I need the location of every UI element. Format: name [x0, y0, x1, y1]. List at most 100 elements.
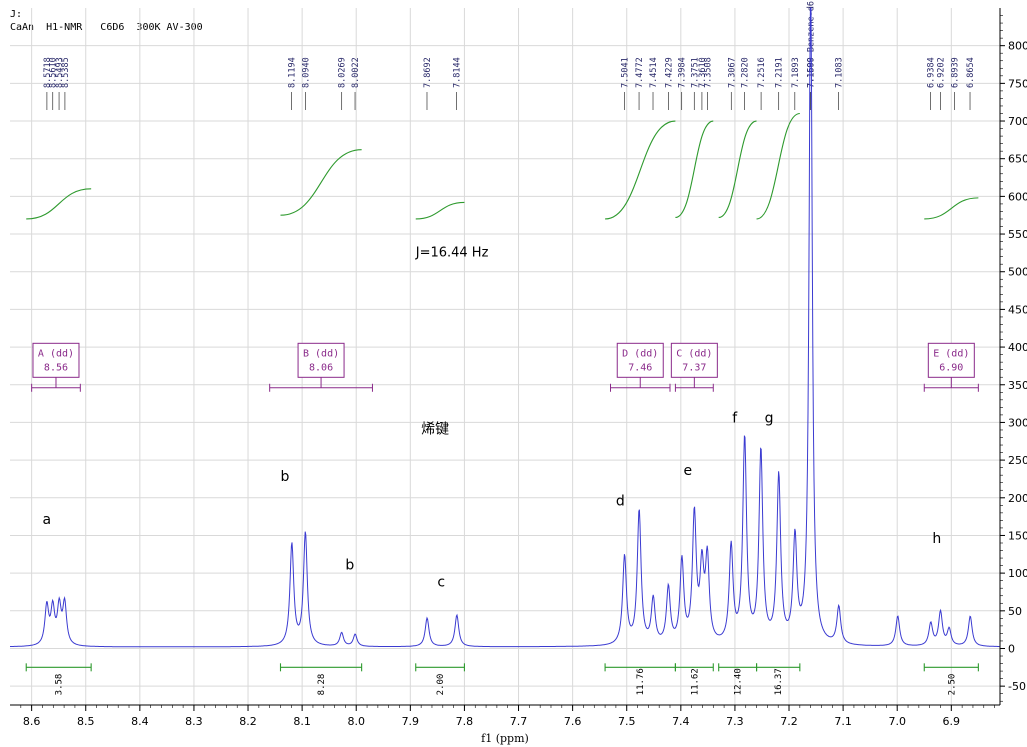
integral-value: 3.58 [55, 674, 65, 696]
spectrum-trace [10, 7, 1000, 648]
multiplet-box [297, 342, 345, 378]
y-tick-label: 550 [1008, 228, 1027, 241]
x-tick-label: 8.6 [23, 715, 41, 728]
integral-curve [675, 120, 714, 219]
peak-label: 7.1893 [791, 57, 801, 88]
annotation-text: J=16.44 Hz [415, 246, 489, 261]
y-tick-label: 750 [1008, 77, 1027, 90]
annotation-text: b [345, 557, 354, 573]
y-tick-label: 600 [1008, 190, 1027, 203]
y-tick-label: 700 [1008, 115, 1027, 128]
x-axis-label: f1 (ppm) [481, 732, 529, 745]
multiplet-box [927, 342, 975, 378]
peak-label: 7.2191 [775, 57, 785, 88]
x-tick-label: 8.2 [239, 715, 257, 728]
peak-label: 7.3067 [727, 57, 737, 88]
peak-label: 7.3610 [698, 57, 708, 88]
peak-label: 8.0940 [301, 57, 311, 88]
peak-label: 7.2820 [741, 57, 751, 88]
header-line-2: CaAn H1-NMR C6D6 300K AV-300 [10, 22, 203, 33]
y-tick-label: 800 [1008, 40, 1027, 53]
annotation-text: g [765, 410, 774, 426]
multiplet-label: E (dd) [933, 348, 969, 359]
multiplet-shift: 7.46 [628, 362, 652, 373]
x-tick-label: 7.4 [672, 715, 690, 728]
axes: 8.6 8.5 8.4 8.3 8.2 8.1 8.0 7.9 7.8 7.7 7.6 7.5 7.4 7… [10, 8, 1027, 745]
y-tick-label: 50 [1008, 605, 1022, 618]
integral-value: 8.28 [317, 674, 327, 696]
peak-label: 6.8939 [951, 57, 961, 88]
integral-value: 12.40 [734, 668, 744, 695]
integral-value: 16.37 [774, 668, 784, 695]
integral-curve [924, 197, 979, 220]
y-tick-label: 0 [1008, 642, 1015, 655]
integral-value: 2.00 [436, 674, 446, 696]
peak-label: 7.1083 [835, 57, 845, 88]
peak-label: 7.4514 [649, 57, 659, 88]
multiplet-shift: 8.06 [309, 362, 333, 373]
integral-curve [756, 112, 800, 220]
x-tick-label: 7.9 [402, 715, 420, 728]
annotations: J=16.44 Hz 烯键 a b b c d e f g h [42, 246, 941, 591]
peak-label: 7.8692 [423, 57, 433, 88]
x-tick-label: 7.1 [834, 715, 852, 728]
spectrum-header: J: CaAn H1-NMR C6D6 300K AV-300 [10, 8, 203, 34]
y-tick-label: 450 [1008, 303, 1027, 316]
annotation-text: 烯键 [421, 422, 449, 438]
multiplet-shift: 8.56 [44, 362, 68, 373]
peak-label: 8.5385 [61, 57, 71, 88]
multiplet-box [670, 342, 718, 378]
y-tick-label: 200 [1008, 492, 1027, 505]
integral-value: 11.76 [636, 668, 646, 695]
multiplet-shift: 6.90 [939, 362, 963, 373]
x-tick-label: 7.8 [456, 715, 474, 728]
multiplet-label: A (dd) [38, 348, 74, 359]
peak-label: 7.3508 [703, 57, 713, 88]
annotation-text: a [42, 512, 51, 528]
peak-label: 8.5493 [55, 57, 65, 88]
integral-value: 11.62 [690, 668, 700, 695]
integral-curves [26, 112, 979, 220]
multiplet-label: B (dd) [303, 348, 339, 359]
annotation-text: c [437, 575, 445, 591]
peak-label: 7.5041 [621, 57, 631, 88]
integral-curve [26, 188, 92, 220]
peak-label: 7.8144 [453, 57, 463, 88]
peak-label: 7.2516 [757, 57, 767, 88]
integral-curve [605, 120, 676, 220]
annotation-text: f [732, 410, 738, 426]
multiplet-label: C (dd) [676, 348, 712, 359]
y-tick-label: 300 [1008, 416, 1027, 429]
multiplet-box [32, 342, 80, 378]
x-tick-label: 6.9 [943, 715, 961, 728]
x-tick-label: 8.3 [185, 715, 203, 728]
peak-label: 7.3751 [690, 57, 700, 88]
integral-value: 2.50 [947, 674, 957, 696]
x-tick-label: 8.0 [347, 715, 365, 728]
peak-label: 8.0269 [338, 57, 348, 88]
spectrum-line [10, 7, 1000, 648]
x-tick-label: 7.0 [888, 715, 906, 728]
y-tick-label: 350 [1008, 379, 1027, 392]
y-tick-label: 500 [1008, 266, 1027, 279]
header-line-1: J: [10, 9, 23, 20]
multiplet-shift: 7.37 [682, 362, 706, 373]
grid-lines [10, 8, 1000, 705]
x-tick-label: 7.3 [726, 715, 744, 728]
peak-label: 7.4229 [664, 57, 674, 88]
peak-label: 6.9384 [927, 57, 937, 88]
integral-curve [718, 120, 757, 219]
x-tick-label: 8.4 [131, 715, 149, 728]
peak-label: 8.5718 [43, 57, 53, 88]
multiplet-boxes: A (dd) 8.56 B (dd) 8.06 D (dd) 7.46 C (dd) 7.37… [31, 342, 979, 392]
integral-bars: 3.58 8.28 2.00 11.76 11.62 12.40 16.37 2.50 [25, 663, 979, 696]
x-tick-label: 7.7 [510, 715, 528, 728]
peak-label: 7.3984 [678, 57, 688, 88]
annotation-text: e [684, 463, 693, 479]
x-tick-label: 7.5 [618, 715, 636, 728]
peak-label: 8.0022 [351, 57, 361, 88]
x-tick-label: 8.1 [293, 715, 311, 728]
y-tick-label: 650 [1008, 153, 1027, 166]
annotation-text: b [280, 469, 289, 485]
